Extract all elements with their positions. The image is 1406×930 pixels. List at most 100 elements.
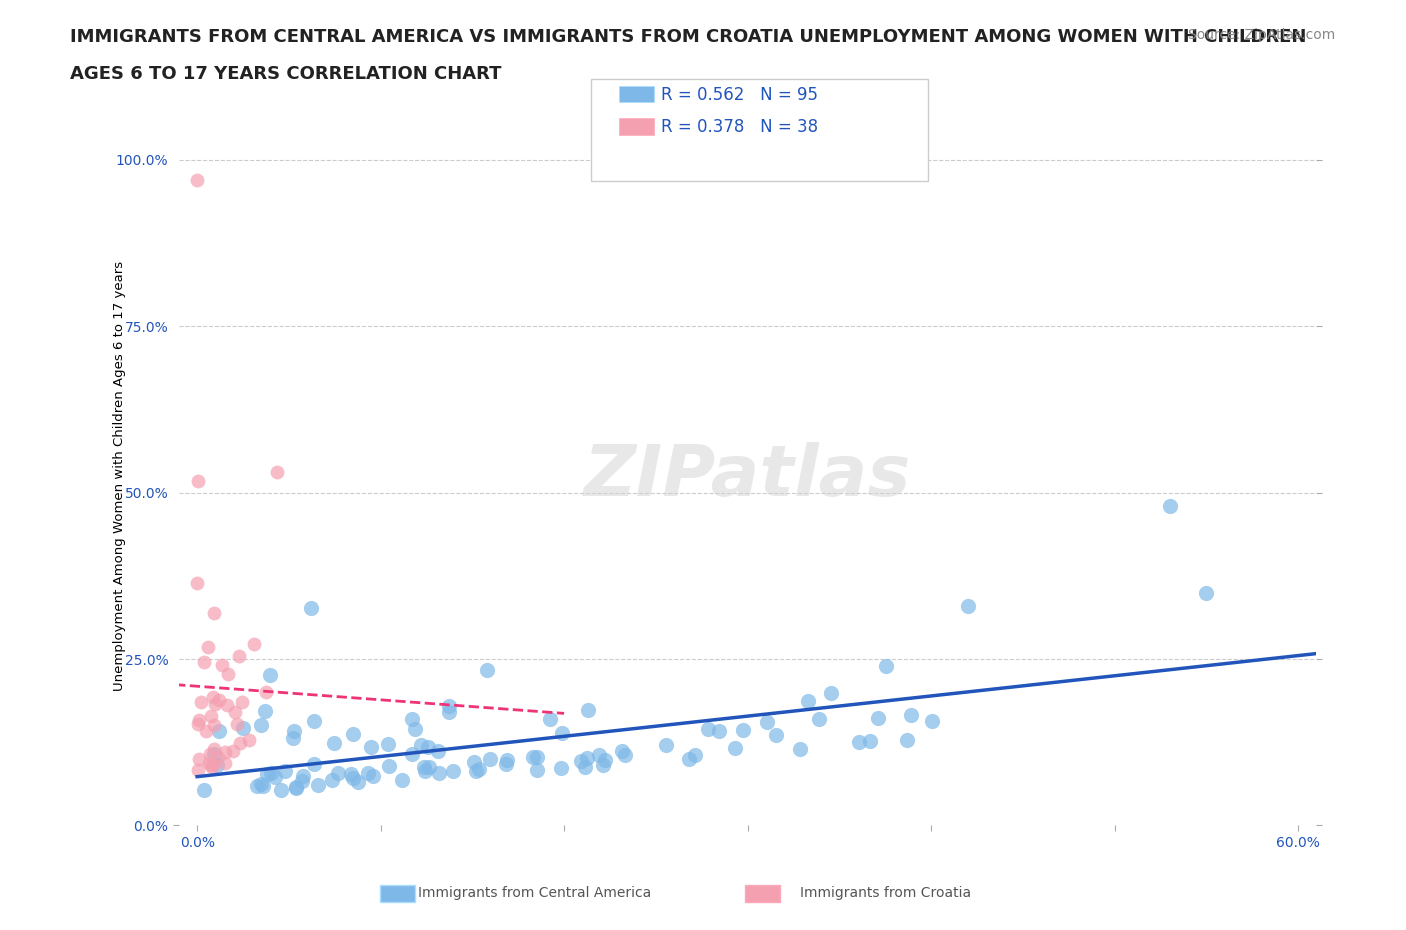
- Point: [574, 760, 596, 775]
- Point: [495, 757, 517, 772]
- Point: [202, 718, 225, 733]
- Point: [299, 600, 322, 615]
- Point: [274, 764, 297, 778]
- Point: [202, 747, 225, 762]
- Point: [198, 746, 221, 761]
- Point: [468, 762, 491, 777]
- Point: [797, 693, 820, 708]
- Point: [437, 699, 460, 714]
- Point: [302, 714, 325, 729]
- Text: ZIPatlas: ZIPatlas: [583, 442, 911, 511]
- Point: [252, 779, 274, 794]
- Point: [187, 473, 209, 488]
- Point: [588, 748, 610, 763]
- Point: [426, 744, 449, 759]
- Point: [848, 735, 870, 750]
- Point: [404, 722, 426, 737]
- Point: [197, 640, 219, 655]
- Point: [377, 737, 399, 751]
- Point: [378, 759, 401, 774]
- Point: [347, 775, 370, 790]
- Point: [202, 741, 225, 756]
- Point: [263, 769, 285, 784]
- Point: [202, 690, 225, 705]
- Point: [186, 576, 208, 591]
- Point: [859, 734, 882, 749]
- Text: R = 0.562   N = 95: R = 0.562 N = 95: [661, 86, 818, 104]
- Point: [238, 732, 260, 747]
- Point: [205, 757, 228, 772]
- Point: [250, 717, 273, 732]
- Point: [281, 730, 304, 745]
- Point: [291, 773, 314, 788]
- Point: [228, 648, 250, 663]
- Point: [391, 772, 413, 787]
- Point: [232, 721, 254, 736]
- Point: [678, 751, 700, 766]
- Point: [187, 751, 209, 766]
- Text: R = 0.378   N = 38: R = 0.378 N = 38: [661, 118, 818, 137]
- Point: [808, 711, 831, 726]
- Point: [401, 746, 423, 761]
- Point: [229, 736, 252, 751]
- Text: AGES 6 TO 17 YEARS CORRELATION CHART: AGES 6 TO 17 YEARS CORRELATION CHART: [70, 65, 502, 83]
- Point: [401, 712, 423, 727]
- Point: [198, 755, 221, 770]
- Point: [896, 733, 918, 748]
- Point: [193, 783, 215, 798]
- Point: [283, 724, 305, 738]
- Point: [1159, 498, 1181, 513]
- Point: [593, 752, 616, 767]
- Point: [211, 658, 233, 672]
- Point: [270, 782, 292, 797]
- Point: [360, 739, 382, 754]
- Point: [463, 755, 485, 770]
- Point: [685, 748, 707, 763]
- Point: [475, 663, 498, 678]
- Point: [655, 737, 678, 752]
- Point: [222, 743, 245, 758]
- Point: [208, 693, 231, 708]
- Point: [495, 753, 517, 768]
- Point: [437, 704, 460, 719]
- Point: [418, 760, 440, 775]
- Point: [187, 717, 209, 732]
- Point: [208, 724, 231, 738]
- Point: [697, 722, 720, 737]
- Point: [427, 765, 450, 780]
- Point: [411, 738, 433, 753]
- Point: [207, 749, 229, 764]
- Text: IMMIGRANTS FROM CENTRAL AMERICA VS IMMIGRANTS FROM CROATIA UNEMPLOYMENT AMONG WO: IMMIGRANTS FROM CENTRAL AMERICA VS IMMIG…: [70, 28, 1306, 46]
- Point: [201, 760, 224, 775]
- Point: [551, 725, 574, 740]
- Point: [733, 723, 755, 737]
- Point: [321, 773, 343, 788]
- Point: [188, 712, 211, 727]
- Point: [866, 711, 889, 725]
- Point: [921, 713, 943, 728]
- Point: [200, 709, 222, 724]
- Point: [361, 768, 384, 783]
- Point: [328, 765, 350, 780]
- Point: [224, 704, 246, 719]
- Point: [195, 724, 218, 738]
- Point: [357, 766, 380, 781]
- Point: [253, 704, 276, 719]
- Point: [285, 781, 308, 796]
- Point: [1195, 585, 1218, 600]
- Point: [569, 753, 592, 768]
- Y-axis label: Unemployment Among Women with Children Ages 6 to 17 years: Unemployment Among Women with Children A…: [114, 261, 127, 691]
- Point: [957, 598, 980, 613]
- Point: [186, 172, 208, 187]
- Point: [412, 760, 434, 775]
- Point: [707, 724, 730, 738]
- Point: [202, 757, 225, 772]
- Point: [304, 756, 326, 771]
- Point: [610, 743, 633, 758]
- Point: [260, 765, 283, 780]
- Point: [187, 763, 209, 777]
- Point: [723, 740, 745, 755]
- Text: Source: ZipAtlas.com: Source: ZipAtlas.com: [1188, 28, 1336, 42]
- Point: [190, 695, 212, 710]
- Point: [875, 658, 897, 673]
